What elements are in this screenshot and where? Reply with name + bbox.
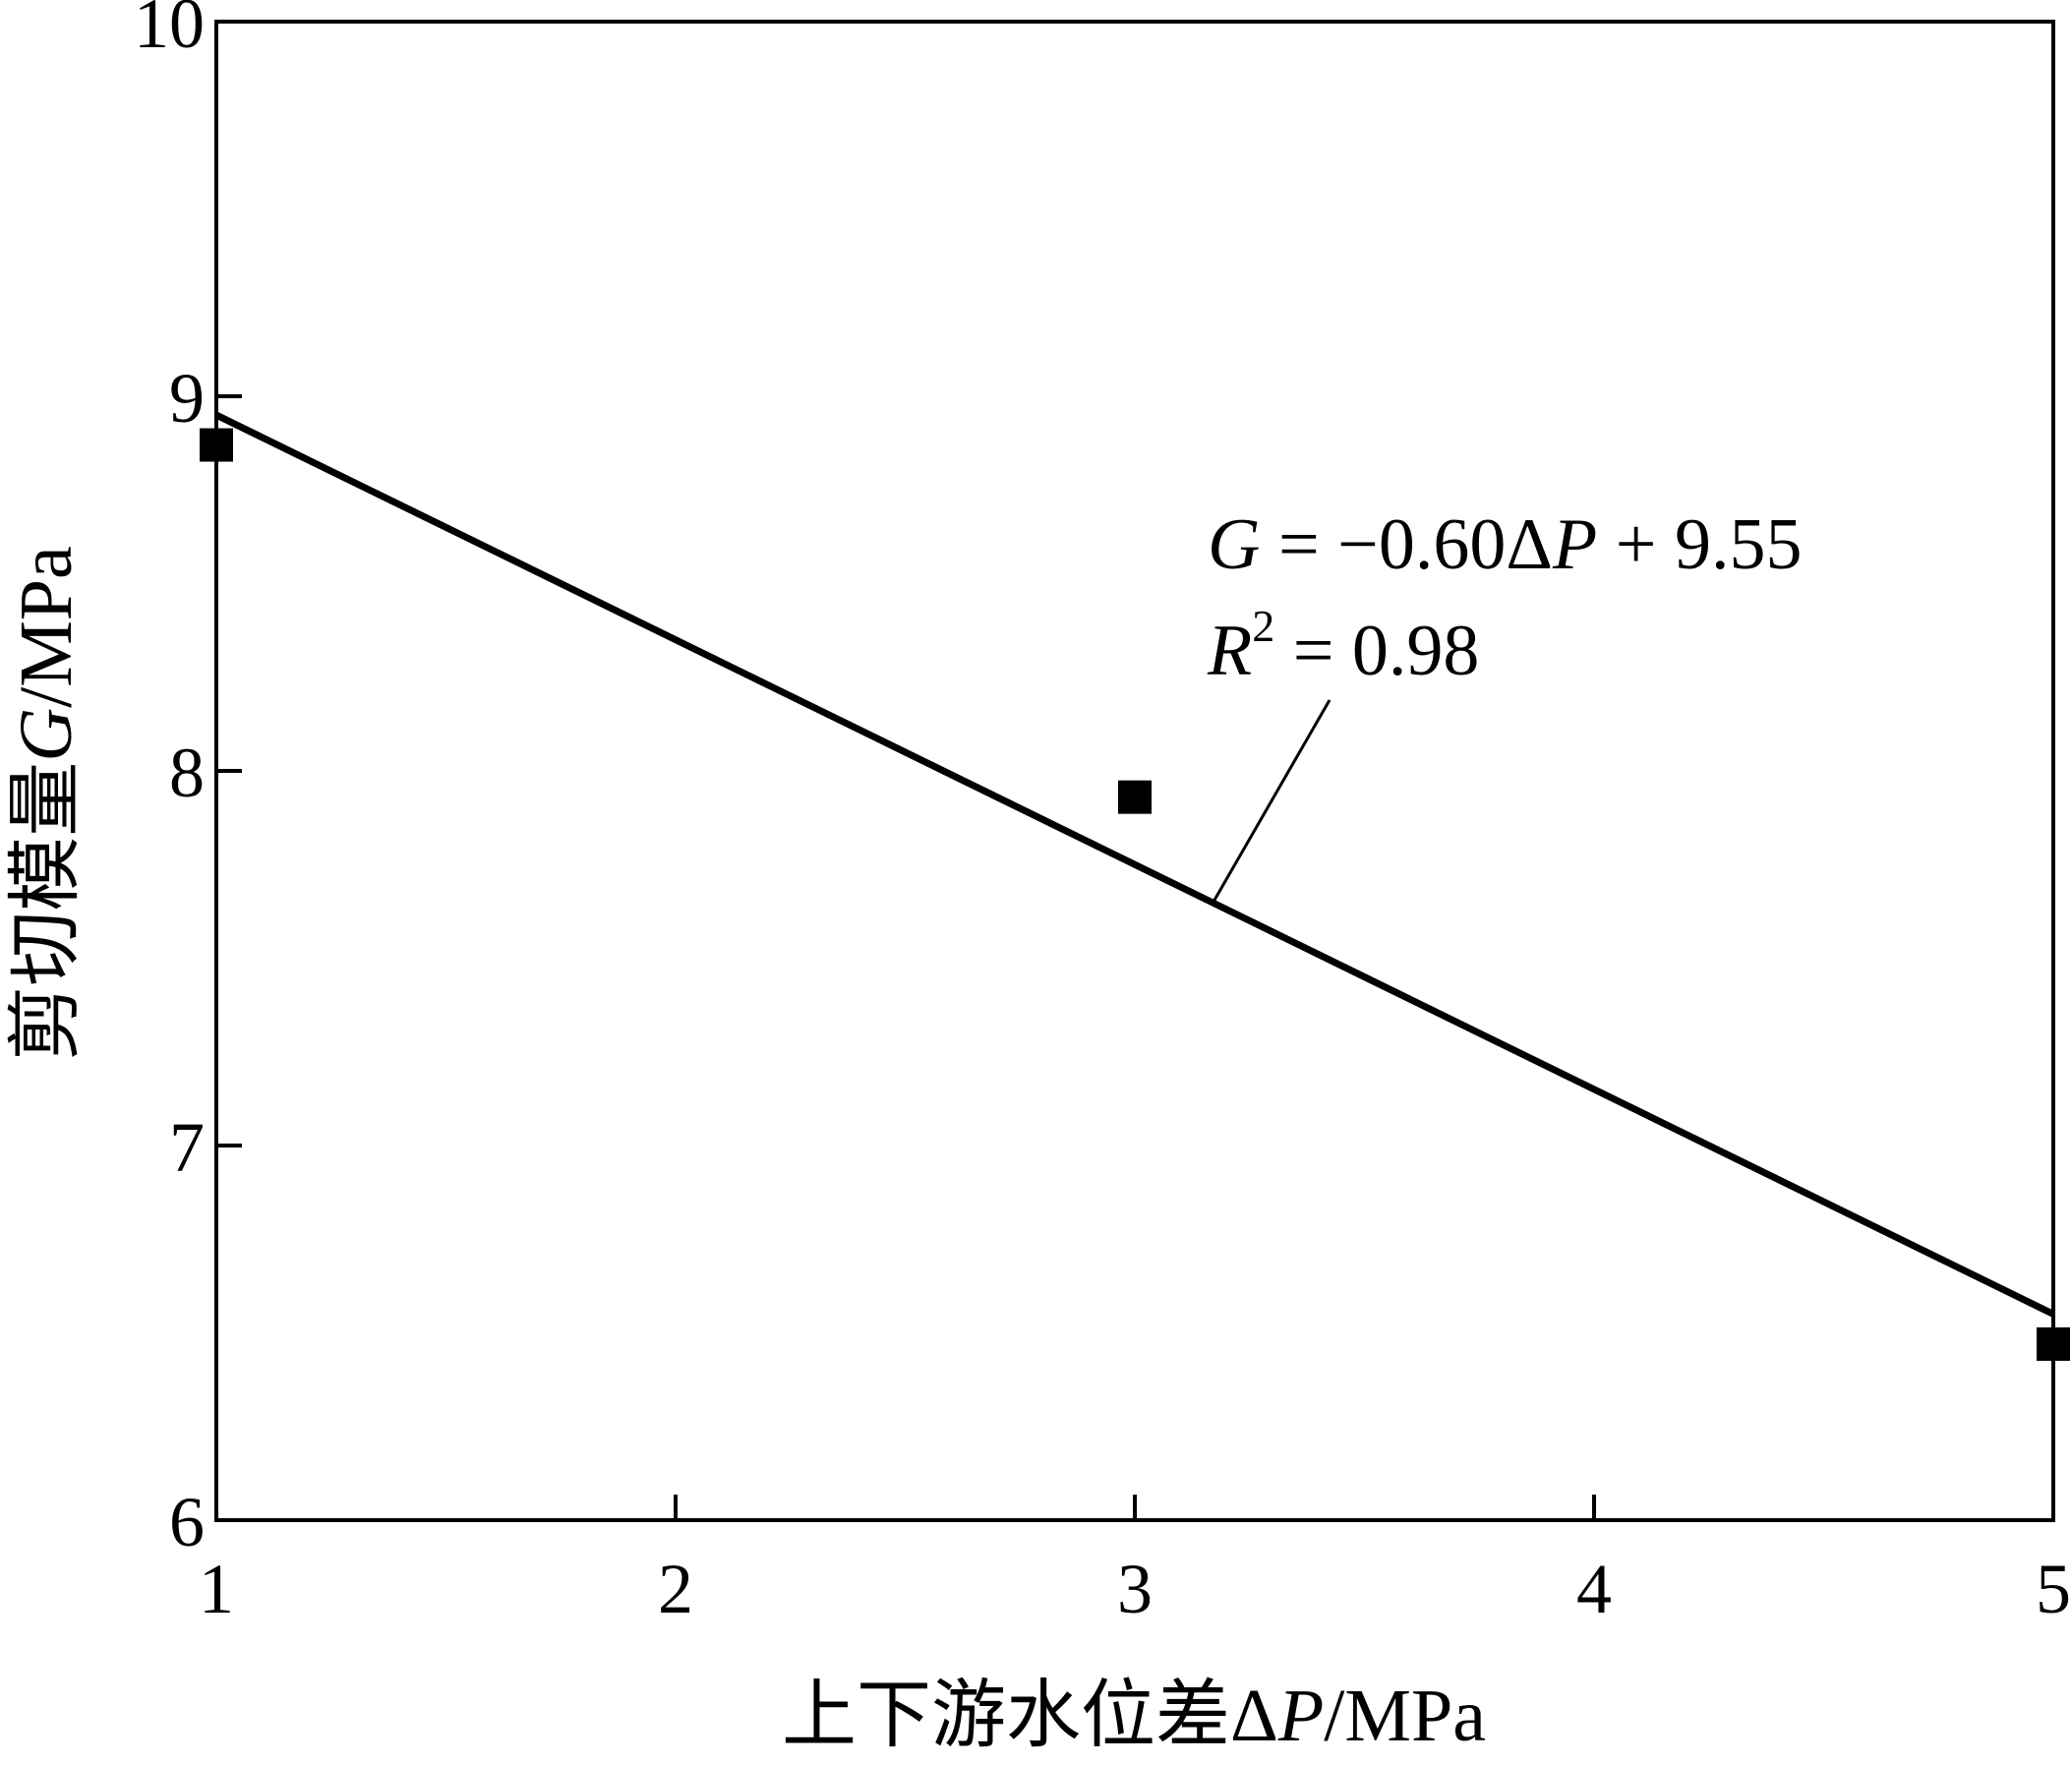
x-axis-title-unit: /MPa <box>1324 1675 1486 1757</box>
r-squared: R2 = 0.98 <box>1207 601 1479 691</box>
data-point <box>2037 1326 2070 1361</box>
fit-annotation: G = −0.60ΔP + 9.55 R2 = 0.98 <box>1207 504 1802 904</box>
equation-var-g: G <box>1208 504 1260 585</box>
r2-rest: = 0.98 <box>1274 611 1479 691</box>
annotation-pointer-line <box>1212 699 1332 904</box>
r2-var: R <box>1207 611 1252 691</box>
equation-var-p: P <box>1552 504 1597 585</box>
regression-equation: G = −0.60ΔP + 9.55 <box>1208 504 1802 585</box>
x-tick-label: 1 <box>199 1550 234 1628</box>
x-axis-title-prefix: 上下游水位差Δ <box>782 1675 1278 1757</box>
x-axis-ticks: 1 2 3 4 5 <box>199 1495 2071 1628</box>
x-tick-label: 4 <box>1576 1550 1612 1628</box>
plot-frame <box>214 20 2055 1522</box>
equation-rest: + 9.55 <box>1597 504 1802 585</box>
data-point <box>1118 780 1152 814</box>
y-axis-title-unit: /MPa <box>5 546 88 708</box>
r2-sup: 2 <box>1252 601 1274 651</box>
data-point <box>200 428 233 462</box>
y-axis-ticks: 6 7 8 9 10 <box>134 0 242 1561</box>
x-tick-label: 5 <box>2036 1550 2071 1628</box>
x-tick-label: 2 <box>658 1550 693 1628</box>
x-axis-title-var: P <box>1277 1675 1324 1757</box>
data-points <box>200 428 2070 1361</box>
y-tick-label: 10 <box>134 0 205 63</box>
y-tick-label: 8 <box>169 734 205 812</box>
y-tick-label: 7 <box>169 1108 205 1187</box>
equation-eq: = −0.60Δ <box>1260 504 1553 585</box>
x-tick-label: 3 <box>1117 1550 1153 1628</box>
y-axis-title-var: G <box>5 708 88 762</box>
regression-line <box>214 411 2055 1318</box>
y-axis-title: 剪切模量G/MPa <box>5 546 88 1061</box>
x-axis-title: 上下游水位差ΔP/MPa <box>782 1675 1486 1757</box>
y-axis-title-prefix: 剪切模量 <box>5 762 88 1061</box>
y-tick-label: 9 <box>169 359 205 438</box>
y-tick-label: 6 <box>169 1483 205 1561</box>
